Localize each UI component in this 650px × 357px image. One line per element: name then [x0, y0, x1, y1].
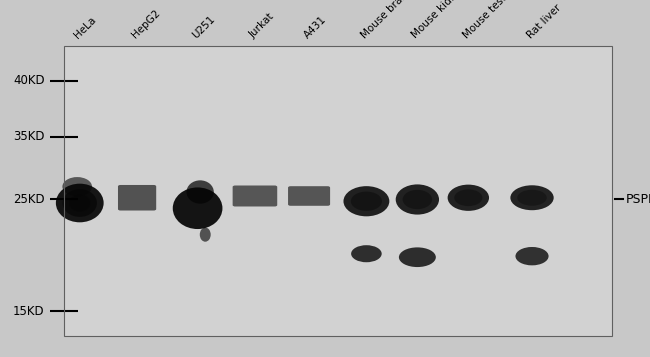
Ellipse shape [173, 187, 222, 229]
Ellipse shape [396, 185, 439, 215]
FancyBboxPatch shape [288, 186, 330, 206]
Ellipse shape [200, 227, 211, 242]
Ellipse shape [402, 190, 432, 209]
Text: HeLa: HeLa [73, 15, 98, 40]
Ellipse shape [343, 186, 389, 216]
FancyBboxPatch shape [118, 185, 156, 211]
Text: PSPH: PSPH [626, 193, 650, 206]
Ellipse shape [454, 189, 482, 206]
Text: 40KD: 40KD [13, 74, 45, 87]
Text: 25KD: 25KD [13, 193, 45, 206]
Text: U251: U251 [190, 14, 217, 40]
Ellipse shape [62, 177, 92, 196]
Text: Mouse kidney: Mouse kidney [410, 0, 468, 40]
Text: HepG2: HepG2 [130, 8, 162, 40]
Ellipse shape [69, 194, 90, 212]
Text: Mouse testis: Mouse testis [462, 0, 515, 40]
Text: A431: A431 [302, 14, 328, 40]
Ellipse shape [56, 183, 103, 222]
Ellipse shape [351, 245, 382, 262]
Text: 35KD: 35KD [13, 130, 45, 143]
Ellipse shape [399, 247, 436, 267]
Ellipse shape [448, 185, 489, 211]
Ellipse shape [517, 190, 547, 206]
Text: Mouse brain: Mouse brain [359, 0, 411, 40]
Ellipse shape [187, 180, 214, 204]
Ellipse shape [351, 192, 382, 211]
Ellipse shape [510, 185, 554, 210]
Text: 15KD: 15KD [13, 305, 45, 318]
Ellipse shape [515, 247, 549, 265]
Ellipse shape [62, 189, 97, 217]
Text: Jurkat: Jurkat [248, 12, 276, 40]
FancyBboxPatch shape [233, 186, 277, 206]
Text: Rat liver: Rat liver [525, 2, 563, 40]
FancyBboxPatch shape [64, 46, 612, 336]
